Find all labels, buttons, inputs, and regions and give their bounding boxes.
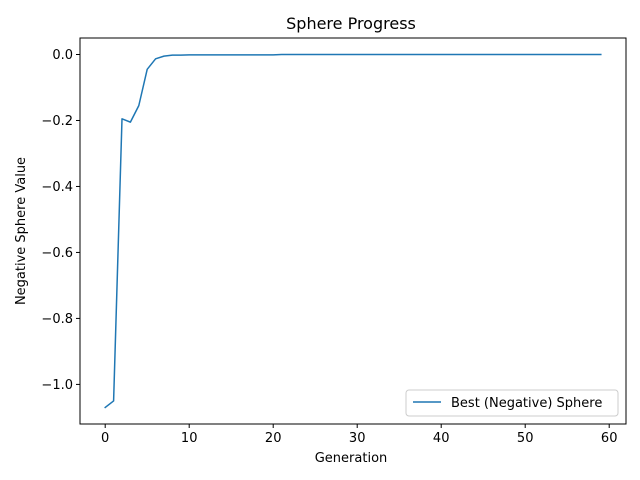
x-axis-label: Generation bbox=[315, 451, 388, 466]
legend: Best (Negative) Sphere bbox=[405, 389, 619, 417]
x-tick-label: 0 bbox=[101, 431, 109, 446]
series-layer bbox=[104, 53, 602, 409]
chart-title: Sphere Progress bbox=[286, 14, 416, 33]
x-tick-label: 10 bbox=[181, 431, 198, 446]
y-tick-label: −0.2 bbox=[41, 114, 73, 129]
y-axis: 0.0 −0.2 −0.4 −0.6 −0.8 −1.0 bbox=[41, 48, 80, 393]
y-tick-label: −1.0 bbox=[41, 378, 73, 393]
plot-frame bbox=[79, 37, 627, 425]
y-tick-label: 0.0 bbox=[52, 48, 73, 63]
y-tick-label: −0.8 bbox=[41, 312, 73, 327]
legend-box bbox=[405, 389, 619, 417]
plot-area bbox=[80, 38, 626, 424]
x-tick-label: 60 bbox=[601, 431, 618, 446]
x-tick-label: 20 bbox=[265, 431, 282, 446]
x-tick-label: 30 bbox=[349, 431, 366, 446]
x-tick-label: 40 bbox=[433, 431, 450, 446]
y-axis-label: Negative Sphere Value bbox=[14, 157, 29, 305]
y-tick-label: −0.6 bbox=[41, 246, 73, 261]
x-axis: 0 10 20 30 40 50 60 bbox=[101, 424, 617, 446]
legend-label-best-negative-sphere: Best (Negative) Sphere bbox=[451, 396, 602, 411]
x-tick-label: 50 bbox=[517, 431, 534, 446]
series-line-0 bbox=[104, 53, 602, 409]
y-tick-label: −0.4 bbox=[41, 180, 73, 195]
